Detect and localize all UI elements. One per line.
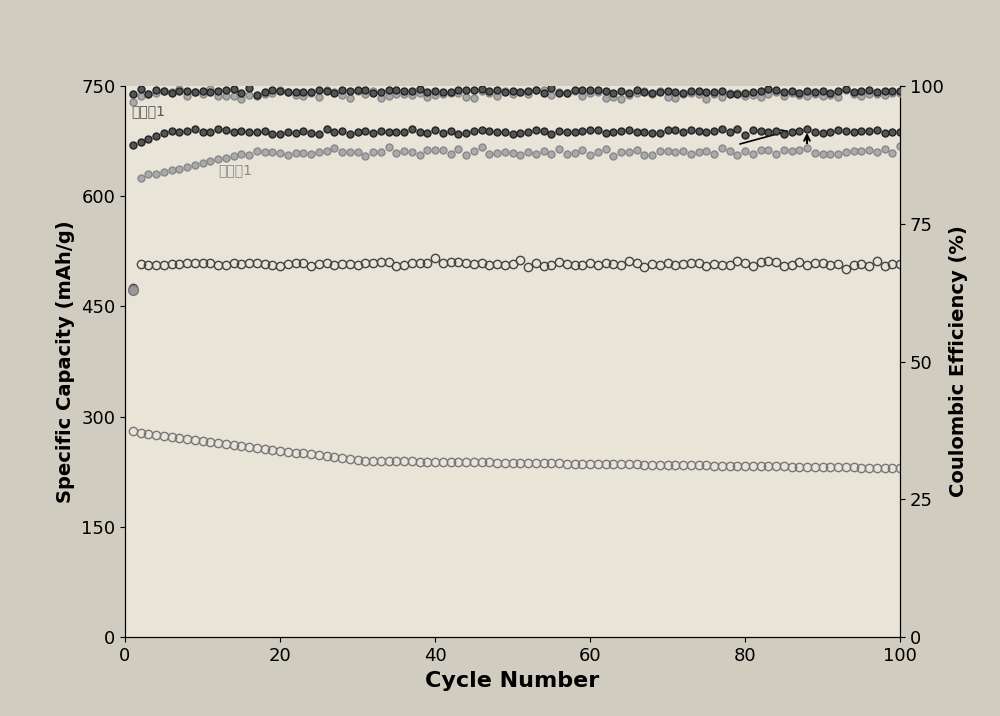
Text: 对比例1: 对比例1 <box>218 163 252 177</box>
Text: 实施例1: 实施例1 <box>131 105 165 118</box>
Y-axis label: Specific Capacity (mAh/g): Specific Capacity (mAh/g) <box>56 221 75 503</box>
X-axis label: Cycle Number: Cycle Number <box>425 670 600 690</box>
Y-axis label: Coulombic Efficiency (%): Coulombic Efficiency (%) <box>949 226 968 498</box>
